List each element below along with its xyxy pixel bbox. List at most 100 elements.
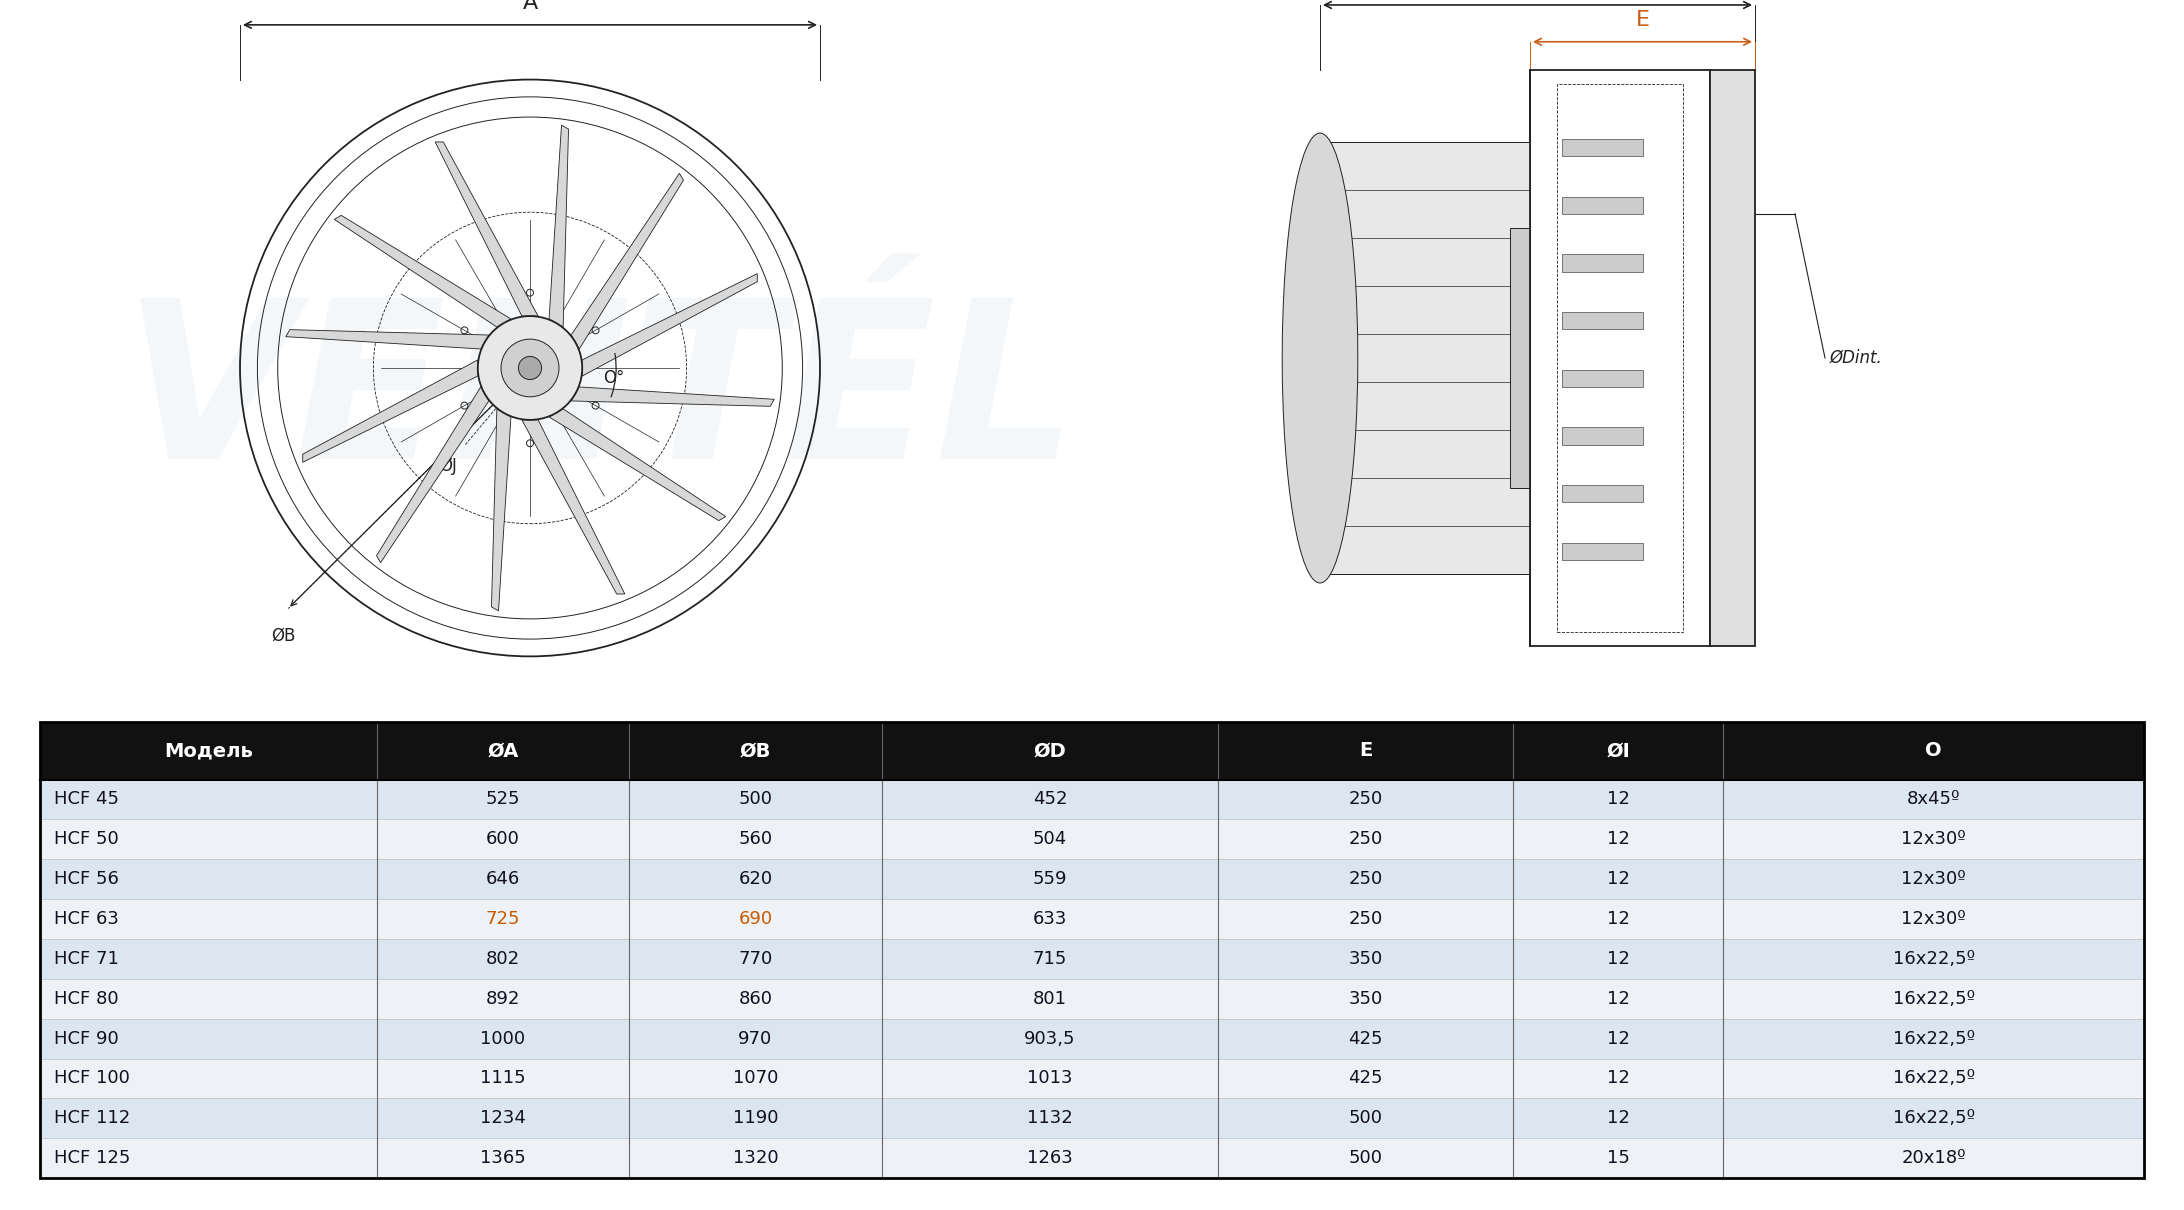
Text: 425: 425	[1348, 1070, 1382, 1088]
Circle shape	[500, 339, 559, 397]
Polygon shape	[334, 215, 511, 327]
Bar	[882, 899, 1219, 939]
Text: ØA: ØA	[487, 742, 518, 760]
Text: 970: 970	[738, 1030, 773, 1048]
Bar	[1514, 1019, 1723, 1059]
Text: ØD: ØD	[1033, 742, 1066, 760]
Text: 802: 802	[485, 950, 520, 968]
Bar	[629, 979, 882, 1019]
Text: 1132: 1132	[1026, 1110, 1072, 1128]
Bar	[629, 1059, 882, 1099]
Text: 12: 12	[1607, 830, 1629, 848]
Text: 350: 350	[1348, 950, 1382, 968]
Text: 1000: 1000	[480, 1030, 526, 1048]
Polygon shape	[435, 142, 537, 316]
Bar	[39, 1019, 376, 1059]
Text: E: E	[1636, 10, 1649, 30]
Text: 452: 452	[1033, 790, 1068, 808]
Text: 1070: 1070	[732, 1070, 778, 1088]
Text: 903,5: 903,5	[1024, 1030, 1077, 1048]
Bar	[1562, 254, 1642, 271]
Bar	[1723, 721, 2145, 779]
Bar	[1562, 427, 1642, 444]
Text: HCF 45: HCF 45	[55, 790, 118, 808]
Text: HCF 125: HCF 125	[55, 1150, 131, 1168]
Text: 725: 725	[485, 910, 520, 928]
Bar	[39, 859, 376, 899]
Bar	[1723, 779, 2145, 819]
Bar	[1219, 779, 1514, 819]
Bar	[39, 1139, 376, 1179]
Text: HCF 63: HCF 63	[55, 910, 118, 928]
Text: 525: 525	[485, 790, 520, 808]
Text: A: A	[522, 0, 537, 13]
Text: ØJ: ØJ	[439, 457, 456, 476]
Bar	[1562, 369, 1642, 387]
Bar	[882, 819, 1219, 859]
Bar	[1723, 1139, 2145, 1179]
Text: 620: 620	[738, 870, 773, 888]
Text: 715: 715	[1033, 950, 1068, 968]
Bar	[1531, 70, 1710, 646]
Bar	[882, 1099, 1219, 1139]
Bar	[39, 1059, 376, 1099]
Text: 12: 12	[1607, 1030, 1629, 1048]
Bar	[39, 819, 376, 859]
Bar	[882, 779, 1219, 819]
Bar	[376, 721, 629, 779]
Bar	[1219, 819, 1514, 859]
Text: 12x30º: 12x30º	[1902, 830, 1966, 848]
Bar	[1514, 1099, 1723, 1139]
Bar	[1219, 1139, 1514, 1179]
Bar	[1514, 1059, 1723, 1099]
Bar	[1219, 899, 1514, 939]
Bar	[1219, 939, 1514, 979]
Bar	[1514, 779, 1723, 819]
Text: 12x30º: 12x30º	[1902, 910, 1966, 928]
Text: 250: 250	[1348, 790, 1382, 808]
Polygon shape	[572, 173, 684, 348]
Bar	[882, 1059, 1219, 1099]
Polygon shape	[522, 420, 625, 594]
Text: HCF 50: HCF 50	[55, 830, 118, 848]
Text: 500: 500	[738, 790, 773, 808]
Polygon shape	[286, 329, 489, 348]
Bar	[629, 1139, 882, 1179]
Text: HCF 112: HCF 112	[55, 1110, 131, 1128]
Text: HCF 80: HCF 80	[55, 990, 118, 1008]
Text: 12: 12	[1607, 1070, 1629, 1088]
Bar	[1562, 312, 1642, 329]
Text: 20x18º: 20x18º	[1902, 1150, 1966, 1168]
Text: ØB: ØB	[740, 742, 771, 760]
Text: O°: O°	[603, 369, 625, 387]
Bar	[629, 819, 882, 859]
Text: 1320: 1320	[732, 1150, 778, 1168]
Bar	[1723, 1099, 2145, 1139]
Bar	[882, 859, 1219, 899]
Text: 600: 600	[487, 830, 520, 848]
Text: 16x22,5º: 16x22,5º	[1894, 1110, 1974, 1128]
Bar	[629, 721, 882, 779]
Text: Модель: Модель	[164, 742, 253, 760]
Polygon shape	[376, 387, 489, 563]
Text: 425: 425	[1348, 1030, 1382, 1048]
Text: 12: 12	[1607, 910, 1629, 928]
Bar	[1723, 1059, 2145, 1099]
Polygon shape	[491, 409, 511, 611]
Bar	[1557, 83, 1684, 632]
Text: 15: 15	[1607, 1150, 1629, 1168]
Text: 801: 801	[1033, 990, 1068, 1008]
Text: 504: 504	[1033, 830, 1068, 848]
Text: 8x45º: 8x45º	[1907, 790, 1961, 808]
Bar	[1514, 899, 1723, 939]
Bar	[1723, 859, 2145, 899]
Bar	[39, 721, 376, 779]
Text: VENTÉL: VENTÉL	[122, 290, 1077, 505]
Bar	[1562, 139, 1642, 156]
Text: 1234: 1234	[480, 1110, 526, 1128]
Bar	[1219, 1059, 1514, 1099]
Bar	[376, 899, 629, 939]
Bar	[882, 721, 1219, 779]
Polygon shape	[583, 273, 758, 376]
Bar	[1509, 229, 1531, 488]
